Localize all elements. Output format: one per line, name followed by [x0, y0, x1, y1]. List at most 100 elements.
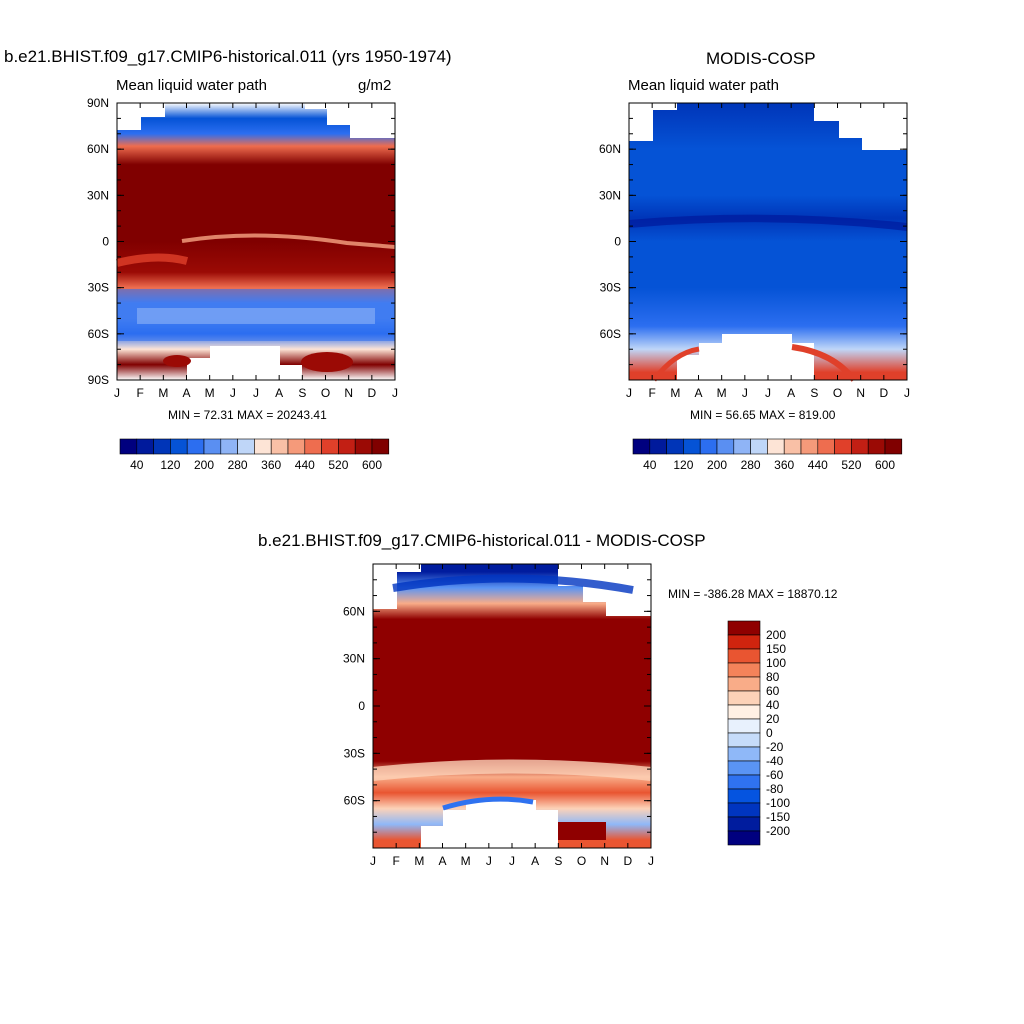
colorbar-swatch	[750, 438, 768, 455]
colorbar-swatch	[727, 704, 761, 720]
colorbar-swatch	[851, 438, 869, 455]
x-tick-label: A	[182, 386, 190, 400]
x-tick-label: J	[230, 386, 236, 400]
panel3-arctic-negative	[392, 574, 634, 594]
panel1-min-max: MIN = 72.31 MAX = 20243.41	[168, 408, 327, 422]
colorbar-label: -20	[766, 740, 784, 754]
colorbar-swatch	[699, 438, 718, 455]
y-tick-label: 30S	[600, 281, 621, 295]
panel2-missing-north-left	[629, 103, 677, 141]
colorbar-swatch	[354, 438, 373, 455]
colorbar-swatch	[338, 438, 356, 455]
colorbar-swatch	[727, 690, 761, 706]
x-tick-label: N	[600, 854, 609, 868]
colorbar-label: 0	[766, 726, 773, 740]
colorbar-label: 120	[673, 458, 693, 472]
x-tick-label: D	[623, 854, 632, 868]
y-tick-label: 0	[614, 235, 621, 249]
panel3-title: b.e21.BHIST.f09_g17.CMIP6-historical.011…	[258, 531, 706, 550]
colorbar-swatch	[186, 438, 205, 455]
panel3-overlays	[372, 564, 652, 848]
x-tick-label: J	[486, 854, 492, 868]
colorbar-swatch	[767, 438, 785, 455]
x-tick-label: M	[158, 386, 168, 400]
y-tick-label: 30S	[88, 281, 109, 295]
y-tick-label: 60N	[599, 142, 621, 156]
colorbar-swatch	[203, 438, 222, 455]
x-tick-label: A	[275, 386, 283, 400]
colorbar-label: 120	[160, 458, 180, 472]
y-tick-label: 90N	[87, 96, 109, 110]
colorbar-swatch	[727, 718, 761, 734]
x-tick-label: J	[114, 386, 120, 400]
colorbar-label: -40	[766, 754, 784, 768]
colorbar-swatch	[237, 438, 255, 455]
x-tick-label: N	[856, 386, 865, 400]
x-tick-label: O	[833, 386, 842, 400]
colorbar-label: 200	[707, 458, 727, 472]
x-tick-label: O	[577, 854, 586, 868]
x-tick-label: M	[205, 386, 215, 400]
panel1-title: b.e21.BHIST.f09_g17.CMIP6-historical.011…	[4, 47, 452, 66]
panel1-missing-north-left	[117, 103, 165, 130]
panel3-missing-antarctica	[421, 800, 558, 848]
colorbar-label: 200	[766, 628, 786, 642]
colorbar-swatch	[321, 438, 339, 455]
colorbar-swatch	[220, 438, 238, 455]
panel3-min-max: MIN = -386.28 MAX = 18870.12	[668, 587, 838, 601]
panel2-itcz-band	[629, 214, 907, 231]
colorbar-label: 280	[228, 458, 248, 472]
y-tick-label: 30S	[344, 746, 365, 760]
colorbar-swatch	[817, 438, 835, 455]
colorbar-swatch	[727, 662, 761, 678]
colorbar-swatch	[632, 438, 651, 455]
x-tick-label: F	[392, 854, 399, 868]
colorbar-swatch	[304, 438, 322, 455]
x-tick-label: M	[461, 854, 471, 868]
colorbar-swatch	[666, 438, 684, 455]
panel2-missing-north-right	[814, 103, 907, 150]
x-tick-label: S	[298, 386, 306, 400]
colorbar-label: 150	[766, 642, 786, 656]
colorbar-label: 440	[808, 458, 828, 472]
x-tick-label: A	[531, 854, 539, 868]
y-tick-label: 0	[102, 235, 109, 249]
x-tick-label: M	[670, 386, 680, 400]
panel2-antarctic-edge-left	[651, 346, 700, 382]
colorbar-swatch	[867, 438, 886, 455]
x-tick-label: A	[694, 386, 702, 400]
colorbar-swatch	[884, 438, 903, 455]
colorbar-label: 600	[362, 458, 382, 472]
y-tick-label: 30N	[87, 188, 109, 202]
colorbar-label: 40	[643, 458, 657, 472]
colorbar-swatch	[136, 438, 154, 455]
panel3-colorbar: 200150100806040200-20-40-60-80-100-150-2…	[727, 620, 790, 846]
y-tick-label: 60N	[343, 604, 365, 618]
y-tick-label: 60S	[344, 794, 365, 808]
colorbar-swatch	[727, 788, 761, 804]
colorbar-swatch	[727, 816, 761, 832]
panel1-antarctic-hotspot-right	[301, 352, 353, 372]
colorbar-label: -100	[766, 796, 790, 810]
colorbar-swatch	[727, 620, 761, 636]
colorbar-swatch	[727, 830, 761, 846]
x-tick-label: A	[438, 854, 446, 868]
panel1-overlays	[116, 103, 396, 380]
panel1-units-label: g/m2	[358, 77, 392, 94]
colorbar-swatch	[270, 438, 289, 455]
panel3-southern-light-band	[372, 759, 652, 781]
colorbar-swatch	[254, 438, 272, 455]
panel1-antarctic-hotspot-left	[163, 355, 191, 367]
x-tick-label: J	[742, 386, 748, 400]
colorbar-swatch	[727, 676, 761, 692]
colorbar-label: 80	[766, 670, 780, 684]
panel3-antarctic-hotspot	[558, 822, 606, 840]
colorbar-swatch	[683, 438, 701, 455]
panel1-missing-antarctica	[187, 346, 302, 380]
panel1-southern-ocean-light	[137, 308, 375, 324]
y-tick-label: 60N	[87, 142, 109, 156]
colorbar-label: 280	[741, 458, 761, 472]
colorbar-swatch	[727, 760, 761, 776]
